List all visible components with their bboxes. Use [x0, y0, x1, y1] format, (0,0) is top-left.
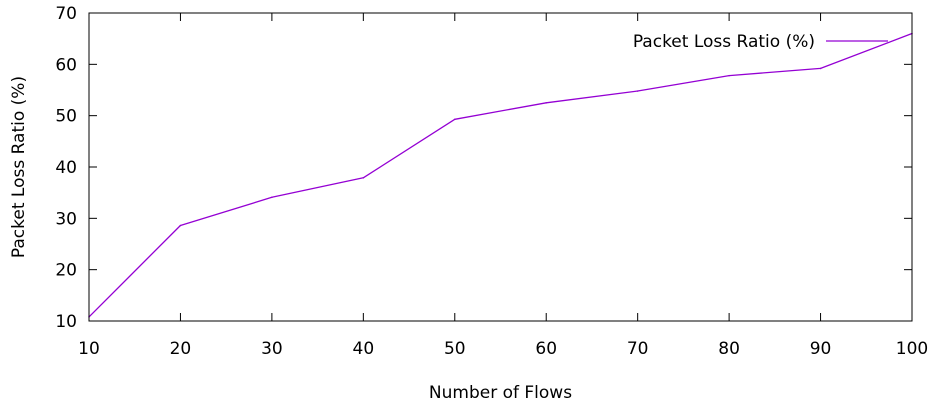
y-tick-label: 10	[55, 312, 77, 332]
x-axis-title: Number of Flows	[429, 383, 572, 403]
y-tick-label: 40	[55, 158, 77, 178]
x-tick-label: 10	[78, 339, 100, 359]
y-tick-label: 60	[55, 55, 77, 75]
x-tick-label: 80	[718, 339, 740, 359]
x-tick-label: 30	[261, 339, 283, 359]
axis-tick-labels: 10 20 30 40 50 60 70 10 20 30 40 50 60 70 80 90 100	[55, 4, 928, 359]
data-point	[362, 176, 365, 179]
legend-label: Packet Loss Ratio (%)	[633, 32, 815, 52]
series-line	[88, 32, 913, 318]
data-point	[636, 90, 639, 92]
x-tick-label: 70	[627, 339, 649, 359]
x-tick-label: 100	[896, 339, 928, 359]
plot-frame	[88, 12, 913, 322]
x-tick-label: 40	[353, 339, 375, 359]
data-point	[453, 118, 456, 121]
data-point	[179, 224, 182, 227]
y-tick-label: 20	[55, 261, 77, 281]
data-point	[728, 74, 730, 77]
y-axis-title: Packet Loss Ratio (%)	[9, 76, 29, 258]
x-tick-label: 20	[170, 339, 192, 359]
data-point	[271, 196, 273, 199]
y-tick-label: 50	[55, 107, 77, 127]
data-point	[819, 67, 822, 70]
legend: Packet Loss Ratio (%)	[633, 32, 888, 52]
data-point	[545, 102, 548, 104]
x-tick-label: 50	[444, 339, 466, 359]
y-tick-label: 70	[55, 4, 77, 24]
x-tick-label: 60	[535, 339, 557, 359]
x-tick-label: 90	[810, 339, 832, 359]
y-tick-label: 30	[55, 209, 77, 229]
